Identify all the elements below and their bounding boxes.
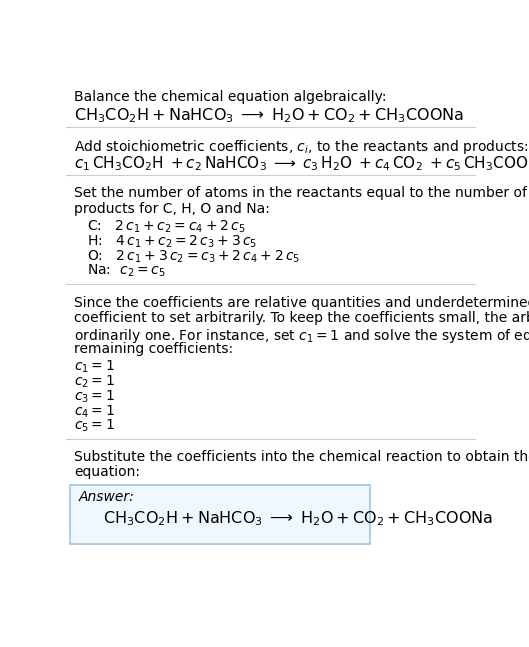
Text: Substitute the coefficients into the chemical reaction to obtain the balanced: Substitute the coefficients into the che…	[74, 450, 529, 464]
Text: O:   $2\,c_1 + 3\,c_2 = c_3 + 2\,c_4 + 2\,c_5$: O: $2\,c_1 + 3\,c_2 = c_3 + 2\,c_4 + 2\,…	[87, 248, 300, 265]
Text: $c_5 = 1$: $c_5 = 1$	[74, 418, 115, 434]
Text: Add stoichiometric coefficients, $c_i$, to the reactants and products:: Add stoichiometric coefficients, $c_i$, …	[74, 138, 529, 157]
Text: equation:: equation:	[74, 465, 140, 479]
Text: $\mathregular{CH_3CO_2H + NaHCO_3}$$\;\longrightarrow\;$$\mathregular{H_2O + CO_: $\mathregular{CH_3CO_2H + NaHCO_3}$$\;\l…	[74, 107, 464, 126]
Text: coefficient to set arbitrarily. To keep the coefficients small, the arbitrary va: coefficient to set arbitrarily. To keep …	[74, 311, 529, 325]
Text: $c_2 = 1$: $c_2 = 1$	[74, 373, 115, 390]
Text: Since the coefficients are relative quantities and underdetermined, choose a: Since the coefficients are relative quan…	[74, 296, 529, 311]
Text: H:   $4\,c_1 + c_2 = 2\,c_3 + 3\,c_5$: H: $4\,c_1 + c_2 = 2\,c_3 + 3\,c_5$	[87, 234, 257, 250]
Text: $c_3 = 1$: $c_3 = 1$	[74, 388, 115, 405]
Text: Answer:: Answer:	[78, 490, 134, 504]
Text: Balance the chemical equation algebraically:: Balance the chemical equation algebraica…	[74, 90, 387, 104]
Text: C:   $2\,c_1 + c_2 = c_4 + 2\,c_5$: C: $2\,c_1 + c_2 = c_4 + 2\,c_5$	[87, 219, 245, 235]
Text: $\mathregular{CH_3CO_2H + NaHCO_3}$$\;\longrightarrow\;$$\mathregular{H_2O + CO_: $\mathregular{CH_3CO_2H + NaHCO_3}$$\;\l…	[103, 509, 493, 527]
FancyBboxPatch shape	[70, 485, 369, 543]
Text: ordinarily one. For instance, set $c_1 = 1$ and solve the system of equations fo: ordinarily one. For instance, set $c_1 =…	[74, 327, 529, 345]
Text: $c_1 = 1$: $c_1 = 1$	[74, 359, 115, 375]
Text: remaining coefficients:: remaining coefficients:	[74, 342, 233, 356]
Text: $c_1\,$$\mathregular{CH_3CO_2H}$$\; + c_2\,$$\mathregular{NaHCO_3}$$\;\longright: $c_1\,$$\mathregular{CH_3CO_2H}$$\; + c_…	[74, 155, 529, 173]
Text: Set the number of atoms in the reactants equal to the number of atoms in the: Set the number of atoms in the reactants…	[74, 186, 529, 201]
Text: Na:  $c_2 = c_5$: Na: $c_2 = c_5$	[87, 263, 165, 280]
Text: products for C, H, O and Na:: products for C, H, O and Na:	[74, 202, 270, 215]
Text: $c_4 = 1$: $c_4 = 1$	[74, 403, 115, 420]
